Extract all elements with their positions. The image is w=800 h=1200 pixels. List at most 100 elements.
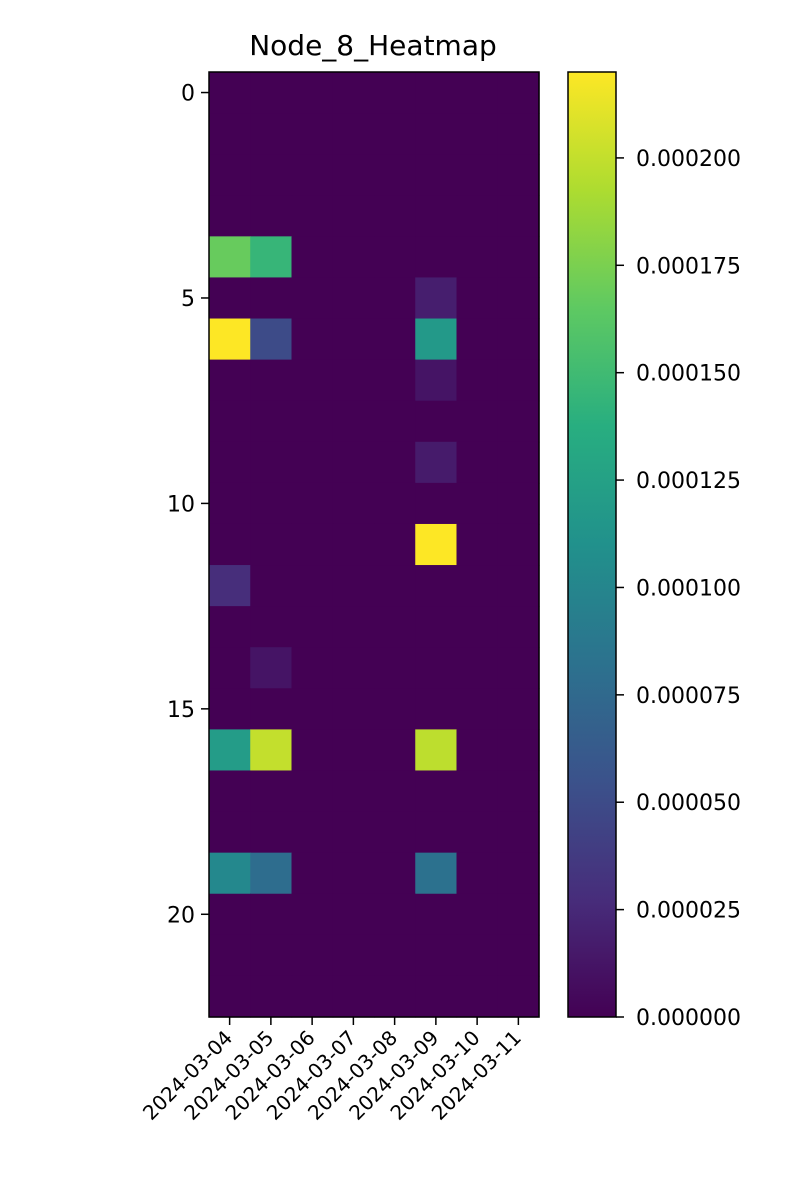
heatmap-cell — [374, 113, 416, 155]
heatmap-cell — [456, 482, 499, 525]
heatmap-cell — [332, 523, 375, 566]
heatmap-cell — [374, 729, 416, 772]
heatmap-cell — [497, 72, 540, 114]
heatmap-cell — [332, 811, 375, 854]
heatmap-cell — [456, 195, 499, 237]
heatmap-cell — [415, 441, 458, 484]
heatmap-cell — [250, 565, 293, 607]
heatmap-cell — [456, 647, 499, 689]
heatmap-cell — [456, 523, 499, 566]
heatmap-cell — [497, 113, 540, 155]
heatmap-cell — [497, 934, 540, 977]
heatmap-cell — [209, 195, 251, 237]
heatmap-cell — [250, 934, 293, 977]
heatmap-cell — [415, 523, 458, 566]
heatmap-cell — [497, 975, 540, 1018]
heatmap-cell — [374, 893, 416, 936]
heatmap-cell — [209, 729, 251, 772]
heatmap-cell — [332, 729, 375, 772]
heatmap-cell — [497, 729, 540, 772]
heatmap-cell — [332, 154, 375, 196]
heatmap-cell — [209, 852, 251, 895]
colorbar-tick-label: 0.000100 — [636, 576, 741, 601]
heatmap-cell — [250, 688, 293, 730]
heatmap-cell — [456, 565, 499, 607]
heatmap-cell — [209, 811, 251, 854]
heatmap-cell — [250, 770, 293, 813]
heatmap-cell — [415, 277, 458, 320]
heatmap-cell — [209, 277, 251, 320]
heatmap-cell — [374, 277, 416, 320]
heatmap-cell — [209, 975, 251, 1018]
y-tick-label: 15 — [167, 698, 195, 723]
heatmap-cell — [415, 934, 458, 977]
heatmap-cell — [209, 565, 251, 607]
heatmap-cell — [456, 277, 499, 320]
heatmap-cell — [291, 359, 334, 402]
heatmap-cell — [250, 729, 293, 772]
heatmap-cell — [497, 318, 540, 361]
heatmap-cell — [250, 359, 293, 402]
heatmap-cell — [497, 400, 540, 443]
heatmap-cell — [332, 72, 375, 114]
heatmap-cell — [415, 811, 458, 854]
heatmap-cell — [415, 975, 458, 1018]
heatmap-cell — [250, 195, 293, 237]
heatmap-cell — [374, 441, 416, 484]
heatmap-cell — [209, 154, 251, 196]
heatmap-cell — [332, 318, 375, 361]
heatmap-cell — [291, 72, 334, 114]
heatmap-cell — [456, 770, 499, 813]
heatmap-cell — [415, 72, 458, 114]
heatmap-cell — [497, 154, 540, 196]
heatmap-cell — [291, 852, 334, 895]
heatmap-cell — [456, 154, 499, 196]
heatmap-cell — [374, 359, 416, 402]
heatmap-cell — [497, 277, 540, 320]
heatmap-cell — [456, 113, 499, 155]
heatmap-cell — [291, 934, 334, 977]
heatmap-cell — [415, 606, 458, 648]
heatmap-cell — [209, 893, 251, 936]
heatmap-cell — [456, 688, 499, 730]
x-axis: 2024-03-042024-03-052024-03-062024-03-07… — [138, 1017, 526, 1125]
heatmap-cell — [497, 606, 540, 648]
heatmap-cell — [291, 318, 334, 361]
heatmap-cell — [209, 441, 251, 484]
heatmap-cell — [332, 441, 375, 484]
heatmap-cell — [291, 154, 334, 196]
heatmap-cell — [332, 236, 375, 279]
heatmap-cell — [374, 852, 416, 895]
heatmap-cell — [497, 523, 540, 566]
heatmap-cell — [250, 441, 293, 484]
colorbar-tick-label: 0.000050 — [636, 791, 741, 816]
heatmap-cell — [250, 975, 293, 1018]
heatmap-cell — [456, 852, 499, 895]
heatmap-cell — [332, 277, 375, 320]
heatmap-cell — [374, 482, 416, 525]
colorbar-tick-label: 0.000150 — [636, 362, 741, 387]
heatmap-cell — [456, 359, 499, 402]
heatmap-cell — [291, 113, 334, 155]
heatmap-cell — [291, 523, 334, 566]
heatmap-cell — [291, 482, 334, 525]
heatmap-cell — [291, 770, 334, 813]
colorbar-tick-label: 0.000175 — [636, 254, 741, 279]
y-tick-label: 20 — [167, 903, 195, 928]
heatmap-cell — [415, 688, 458, 730]
heatmap-cell — [209, 647, 251, 689]
heatmap-cell — [374, 523, 416, 566]
heatmap-cell — [209, 318, 251, 361]
heatmap-cell — [497, 688, 540, 730]
heatmap-cell — [497, 852, 540, 895]
heatmap-cell — [209, 400, 251, 443]
colorbar-tick-label: 0.000000 — [636, 1006, 741, 1031]
heatmap-cell — [415, 236, 458, 279]
heatmap-cell — [374, 565, 416, 607]
heatmap-cell — [332, 770, 375, 813]
heatmap-cell — [456, 893, 499, 936]
heatmap-cell — [291, 811, 334, 854]
heatmap-cell — [250, 647, 293, 689]
heatmap-cell — [374, 154, 416, 196]
